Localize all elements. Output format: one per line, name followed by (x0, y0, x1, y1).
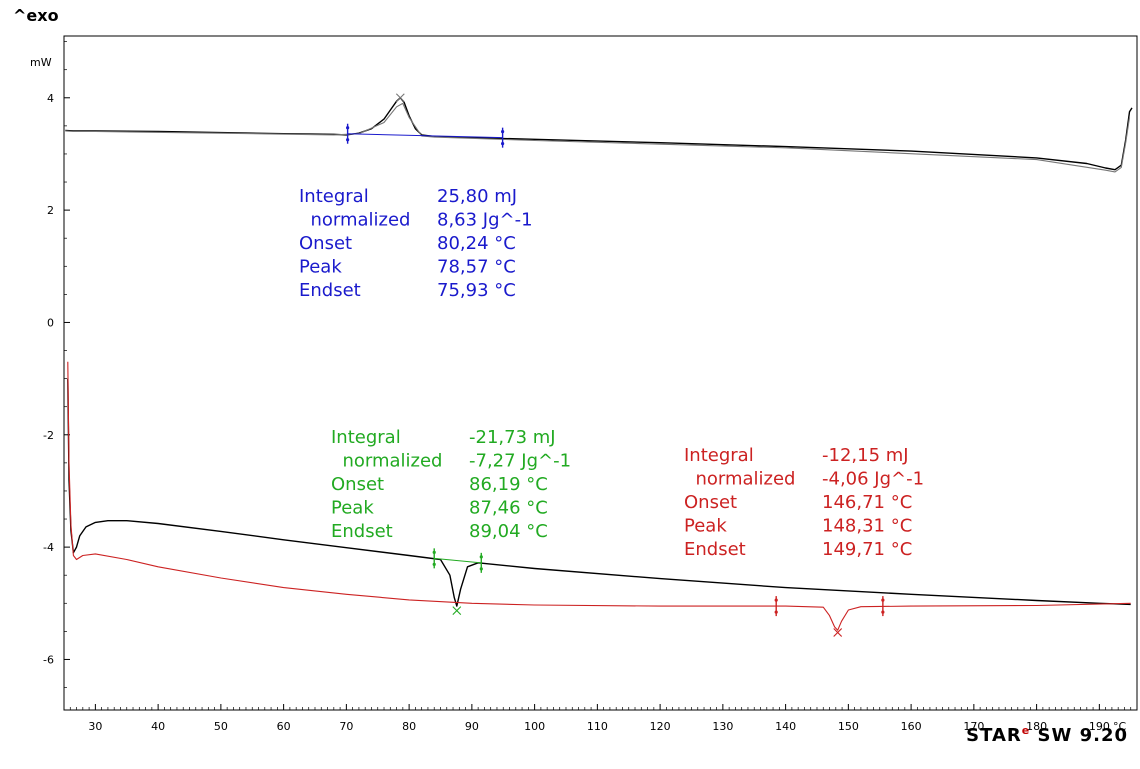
annotation-label: Peak (684, 516, 727, 537)
x-tick-label: 190 (1089, 720, 1110, 733)
logo-superscript: e (1021, 724, 1031, 737)
x-tick-label: 50 (214, 720, 228, 733)
limit-marker-dot (432, 562, 436, 566)
annotation-label: Onset (299, 233, 352, 254)
peak-mark-stroke (395, 93, 405, 103)
limit-marker-dot (881, 610, 885, 614)
peak-mark-green (452, 606, 462, 615)
x-tick-label: 80 (402, 720, 416, 733)
x-tick-label: 40 (151, 720, 165, 733)
x-axis-unit-label: °C (1113, 720, 1127, 733)
annotation-value: 78,57 °C (437, 257, 516, 278)
y-axis-unit-label: mW (30, 56, 52, 69)
x-tick-label: 70 (339, 720, 353, 733)
limit-marker-green (479, 552, 483, 573)
star-software-logo: STARe SW 9.20 (966, 724, 1128, 746)
annotation-blue: Integral 25,80 mJ normalized 8,63 Jg^-1 Ons… (299, 186, 533, 301)
peak-mark-red (833, 628, 843, 637)
exo-direction-label: ^exo (13, 6, 59, 25)
x-tick-label: 150 (838, 720, 859, 733)
limit-marker-dot (432, 550, 436, 554)
x-tick-label: 30 (88, 720, 102, 733)
limit-marker-dot (774, 598, 778, 602)
x-tick-label: 180 (1026, 720, 1047, 733)
limit-marker-dot (346, 138, 350, 142)
integration-marks (346, 93, 885, 637)
y-tick-label: -6 (43, 653, 54, 666)
y-tick-label: 4 (47, 92, 54, 105)
x-tick-label: 120 (650, 720, 671, 733)
curve-gray-1 (65, 102, 1131, 173)
limit-marker-dot (501, 130, 505, 134)
logo-version: SW 9.20 (1030, 725, 1128, 746)
annotation-label: normalized (331, 451, 442, 472)
annotation-value: -21,73 mJ (469, 427, 556, 448)
x-tick-label: 110 (587, 720, 608, 733)
annotation-value: 89,04 °C (469, 521, 548, 542)
x-tick-label: 60 (277, 720, 291, 733)
annotation-label: normalized (684, 469, 795, 490)
annotation-value: 149,71 °C (822, 539, 912, 560)
peak-mark-stroke (833, 628, 843, 637)
limit-marker-red (881, 596, 885, 617)
x-tick-label: 100 (524, 720, 545, 733)
annotations: Integral 25,80 mJ normalized 8,63 Jg^-1 Ons… (299, 186, 924, 560)
limit-marker-red (774, 596, 778, 617)
axis-ticks: 30 40 50 60 70 80 90 100 110 120 130 140 150 160 170 18… (43, 41, 1138, 733)
annotation-label: Integral (299, 186, 369, 207)
plot-frame (63, 35, 1138, 711)
baseline-green (434, 557, 482, 564)
x-tick-label: 130 (712, 720, 733, 733)
annotation-value: 80,24 °C (437, 233, 516, 254)
limit-marker-dot (881, 598, 885, 602)
limit-marker-dot (501, 142, 505, 146)
limit-marker-dot (479, 555, 483, 559)
annotation-label: Integral (684, 445, 754, 466)
x-tick-label: 90 (465, 720, 479, 733)
annotation-value: 86,19 °C (469, 474, 548, 495)
annotation-green: Integral -21,73 mJ normalized -7,27 Jg^-1 O… (331, 427, 571, 542)
x-tick-label: 170 (963, 720, 984, 733)
x-tick-label: 160 (901, 720, 922, 733)
logo-main: STAR (966, 725, 1022, 746)
x-tick-label: 140 (775, 720, 796, 733)
annotation-label: Onset (684, 492, 737, 513)
annotation-label: Peak (299, 257, 342, 278)
annotation-value: -4,06 Jg^-1 (822, 469, 924, 490)
limit-marker-green (432, 548, 436, 569)
annotation-label: Integral (331, 427, 401, 448)
peak-mark-stroke (452, 606, 462, 615)
curve-black-2 (67, 378, 1131, 607)
annotation-value: 148,31 °C (822, 516, 912, 537)
annotation-label: normalized (299, 210, 410, 231)
annotation-value: 87,46 °C (469, 498, 548, 519)
annotation-value: -7,27 Jg^-1 (469, 451, 571, 472)
y-tick-label: 2 (47, 204, 54, 217)
baseline-blue (347, 133, 503, 139)
annotation-value: 146,71 °C (822, 492, 912, 513)
annotation-label: Endset (684, 539, 746, 560)
y-tick-label: -2 (43, 429, 54, 442)
annotation-label: Peak (331, 498, 374, 519)
limit-marker-dot (774, 610, 778, 614)
limit-marker-blue (501, 127, 505, 148)
annotation-label: Endset (331, 521, 393, 542)
annotation-red: Integral -12,15 mJ normalized -4,06 Jg^-1 O… (684, 445, 924, 560)
limit-marker-blue (346, 123, 350, 144)
annotation-label: Endset (299, 280, 361, 301)
y-tick-label: 0 (47, 316, 54, 329)
limit-marker-dot (346, 126, 350, 130)
y-tick-label: -4 (43, 541, 54, 554)
annotation-value: 25,80 mJ (437, 186, 517, 207)
annotation-value: 8,63 Jg^-1 (437, 210, 533, 231)
curves (65, 97, 1133, 631)
limit-marker-dot (479, 567, 483, 571)
annotation-label: Onset (331, 474, 384, 495)
peak-mark-gray (395, 93, 405, 103)
annotation-value: -12,15 mJ (822, 445, 909, 466)
curve-red-3 (67, 361, 1131, 631)
annotation-value: 75,93 °C (437, 280, 516, 301)
